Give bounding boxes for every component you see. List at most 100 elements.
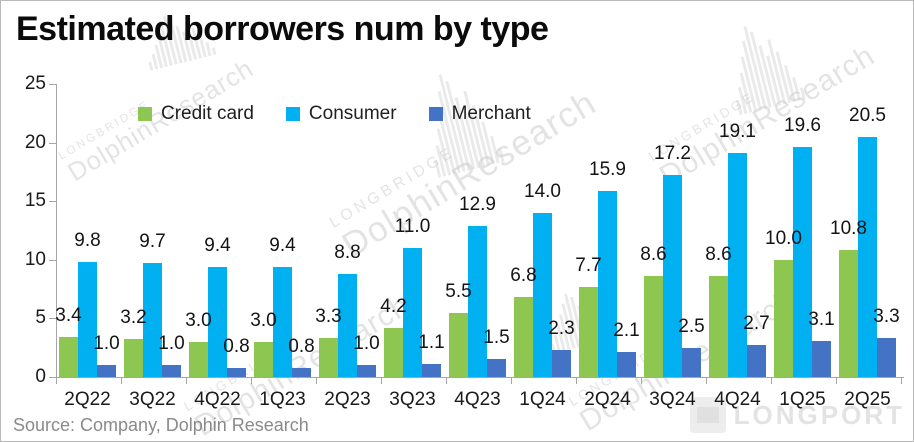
legend-item-consumer: Consumer — [285, 103, 397, 125]
bar-consumer — [533, 213, 552, 377]
x-axis-tick — [641, 378, 642, 384]
bar-value-label-credit-card: 8.6 — [705, 244, 732, 265]
bar-credit-card — [319, 338, 338, 377]
bar-value-label-consumer: 11.0 — [394, 216, 431, 237]
dolphin-bars-watermark-icon — [719, 16, 809, 120]
x-axis-tick — [901, 378, 902, 384]
bar-credit-card — [644, 276, 663, 377]
y-axis-tick-label: 5 — [35, 307, 46, 328]
bar-value-label-credit-card: 3.0 — [185, 310, 212, 331]
bar-merchant — [162, 365, 181, 377]
y-axis-tick-label: 0 — [35, 366, 46, 387]
bar-merchant — [812, 341, 831, 377]
x-axis-label: 1Q23 — [259, 389, 306, 410]
bar-value-label-merchant: 2.5 — [678, 316, 705, 337]
chart-legend: Credit card Consumer Merchant — [138, 103, 531, 125]
bar-value-label-merchant: 3.3 — [873, 306, 900, 327]
x-axis-tick — [771, 378, 772, 384]
x-axis-label: 2Q24 — [584, 389, 631, 410]
bar-consumer — [598, 191, 617, 377]
bar-value-label-credit-card: 3.4 — [55, 305, 82, 326]
legend-item-merchant: Merchant — [428, 103, 531, 125]
y-axis-tick — [49, 84, 56, 85]
bar-value-label-merchant: 0.8 — [288, 336, 315, 357]
bar-value-label-credit-card: 10.0 — [765, 228, 802, 249]
legend-swatch-icon — [428, 107, 443, 121]
bar-value-label-consumer: 19.6 — [784, 115, 821, 136]
bar-value-label-consumer: 17.2 — [654, 143, 691, 164]
bar-credit-card — [774, 260, 793, 377]
bar-value-label-merchant: 1.1 — [418, 332, 445, 353]
bar-value-label-merchant: 2.1 — [613, 320, 640, 341]
bar-merchant — [552, 350, 571, 377]
x-axis-label: 3Q22 — [129, 389, 176, 410]
bar-value-label-consumer: 9.7 — [139, 231, 166, 252]
y-axis-tick-label: 20 — [24, 132, 46, 153]
y-axis-tick — [49, 377, 56, 378]
bar-value-label-merchant: 1.0 — [353, 333, 380, 354]
bar-credit-card — [189, 342, 208, 377]
legend-swatch-icon — [285, 107, 300, 121]
bar-merchant — [617, 352, 636, 377]
x-axis-label: 4Q23 — [454, 389, 501, 410]
x-axis-label: 2Q22 — [64, 389, 111, 410]
bar-credit-card — [254, 342, 273, 377]
y-axis-tick — [49, 260, 56, 261]
bar-credit-card — [384, 328, 403, 377]
bar-credit-card — [59, 337, 78, 377]
x-axis-tick — [576, 378, 577, 384]
bar-value-label-merchant: 1.5 — [483, 327, 510, 348]
bar-credit-card — [579, 287, 598, 377]
bar-value-label-consumer: 9.4 — [204, 235, 231, 256]
source-note: Source: Company, Dolphin Research — [13, 415, 309, 435]
legend-swatch-icon — [138, 107, 152, 121]
y-axis-tick — [49, 201, 56, 202]
x-axis-label: 2Q23 — [324, 389, 371, 410]
bar-value-label-credit-card: 10.8 — [830, 218, 867, 239]
bar-value-label-consumer: 8.8 — [334, 242, 361, 263]
x-axis-label: 4Q22 — [194, 389, 241, 410]
bar-merchant — [747, 345, 766, 377]
x-axis-line — [56, 377, 904, 378]
bar-value-label-credit-card: 4.2 — [380, 296, 407, 317]
x-axis-tick — [316, 378, 317, 384]
chart-title: Estimated borrowers num by type — [16, 10, 549, 48]
bar-merchant — [487, 359, 506, 377]
bar-value-label-credit-card: 6.8 — [510, 265, 537, 286]
bar-consumer — [793, 147, 812, 377]
bar-merchant — [357, 365, 376, 377]
bar-consumer — [663, 175, 682, 377]
x-axis-label: 1Q24 — [519, 389, 566, 410]
bar-value-label-merchant: 2.3 — [548, 318, 575, 339]
bar-credit-card — [514, 297, 533, 377]
legend-label: Consumer — [308, 103, 397, 124]
x-axis-label: 3Q24 — [649, 389, 696, 410]
bar-value-label-consumer: 9.4 — [269, 235, 296, 256]
y-axis-tick-label: 10 — [24, 249, 46, 270]
bar-value-label-consumer: 9.8 — [74, 230, 101, 251]
bar-consumer — [143, 263, 162, 377]
bar-consumer — [78, 262, 97, 377]
bar-credit-card — [124, 339, 143, 377]
x-axis-tick — [381, 378, 382, 384]
x-axis-tick — [186, 378, 187, 384]
x-axis-tick — [511, 378, 512, 384]
bar-value-label-consumer: 20.5 — [849, 105, 886, 126]
bar-value-label-merchant: 1.0 — [93, 333, 120, 354]
bar-value-label-credit-card: 5.5 — [445, 281, 472, 302]
legend-item-credit-card: Credit card — [138, 103, 254, 125]
bar-value-label-consumer: 14.0 — [524, 181, 561, 202]
y-axis-line — [56, 84, 57, 378]
bar-value-label-merchant: 3.1 — [808, 309, 835, 330]
y-axis-tick-label: 25 — [24, 73, 46, 94]
x-axis-tick — [836, 378, 837, 384]
x-axis-label: 4Q24 — [714, 389, 761, 410]
bar-value-label-credit-card: 3.3 — [315, 306, 342, 327]
x-axis-label: 1Q25 — [779, 389, 826, 410]
bar-merchant — [97, 365, 116, 377]
x-axis-label: 3Q23 — [389, 389, 436, 410]
bar-consumer — [403, 248, 422, 377]
bar-credit-card — [839, 250, 858, 377]
bar-merchant — [422, 364, 441, 377]
